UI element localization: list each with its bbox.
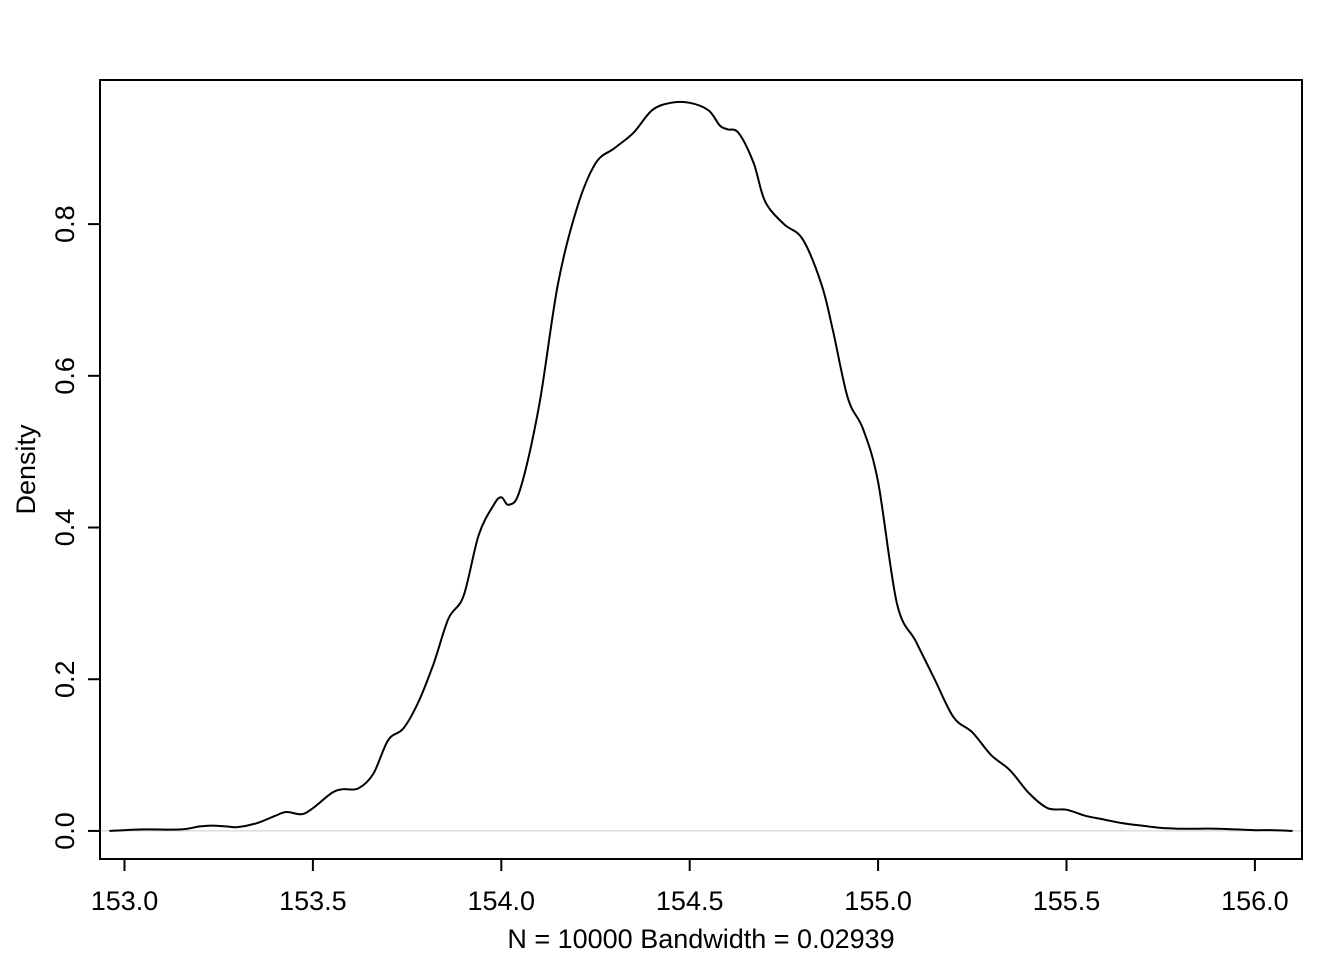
plot-frame: [99, 79, 1303, 860]
y-tick-label: 0.8: [50, 205, 80, 243]
x-tick-label: 154.5: [656, 886, 724, 916]
x-tick-label: 153.5: [279, 886, 347, 916]
y-tick-label: 0.0: [50, 812, 80, 850]
y-tick-label: 0.4: [50, 509, 80, 547]
density-curve: [109, 100, 1293, 832]
x-tick-label: 156.0: [1221, 886, 1289, 916]
y-tick-label: 0.6: [50, 357, 80, 395]
x-tick-label: 155.0: [844, 886, 912, 916]
x-tick-label: 154.0: [468, 886, 536, 916]
y-tick-label: 0.2: [50, 660, 80, 698]
y-axis: 0.0 0.2 0.4 0.6 0.8: [50, 205, 101, 850]
x-axis: 153.0 153.5 154.0 154.5 155.0 155.5 156.0: [91, 858, 1289, 916]
x-axis-label: N = 10000 Bandwidth = 0.02939: [507, 924, 894, 954]
x-tick-label: 155.5: [1033, 886, 1101, 916]
x-tick-label: 153.0: [91, 886, 159, 916]
y-axis-label: Density: [11, 424, 41, 515]
